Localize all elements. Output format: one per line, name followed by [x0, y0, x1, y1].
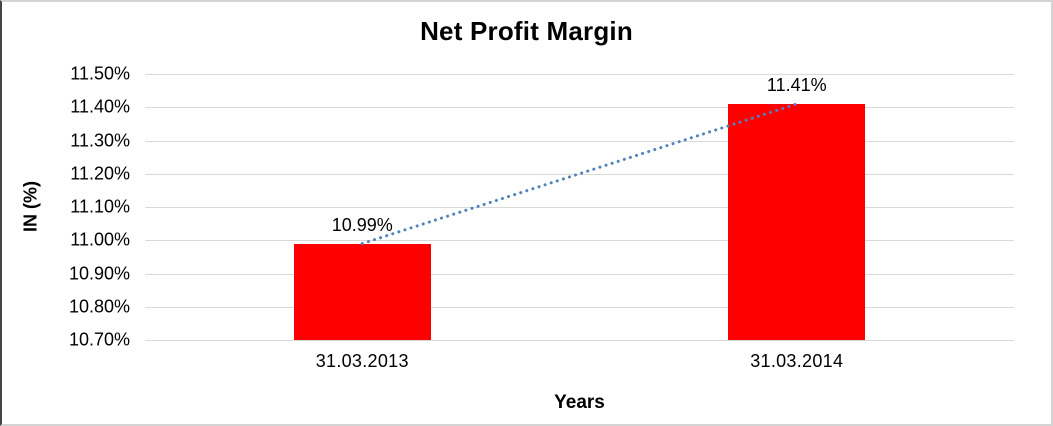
x-axis-tick-label: 31.03.2013 [315, 351, 409, 371]
y-axis-tick-label: 11.50% [70, 63, 130, 84]
data-label: 10.99% [331, 214, 393, 235]
gridline [145, 207, 1014, 208]
y-axis-tick-label: 11.00% [70, 229, 130, 250]
plot-area: 10.99% 11.41% [145, 74, 1014, 341]
gridline [145, 173, 1014, 175]
gridline [145, 340, 1014, 341]
y-axis-tick-label: 10.80% [68, 296, 130, 317]
x-axis-title: Years [554, 392, 605, 413]
trendline [360, 102, 799, 246]
y-axis-tick-label: 11.20% [70, 163, 130, 184]
bar-31.03.2013 [293, 243, 431, 340]
gridline [145, 273, 1014, 275]
y-axis-tick-label: 10.70% [68, 329, 130, 350]
chart-title: Net Profit Margin [420, 16, 633, 46]
gridline [145, 240, 1014, 242]
y-axis-tick-label: 10.90% [68, 263, 130, 283]
gridline [145, 306, 1014, 308]
gridline [145, 74, 1014, 75]
bar-31.03.2014 [728, 103, 866, 340]
gridline [145, 140, 1014, 142]
x-axis-tick-labels: 31.03.2013 31.03.2014 [145, 351, 1014, 375]
data-label: 11.41% [766, 74, 827, 95]
x-axis-tick-label: 31.03.2014 [750, 351, 844, 371]
gridline [145, 107, 1014, 109]
y-axis-tick-labels: 10.70% 10.80% 10.90% 11.00% 11.10% 11.20% 11.3… [2, 64, 132, 350]
y-axis-tick-label: 11.10% [70, 196, 130, 217]
y-axis-tick-label: 11.30% [70, 130, 130, 150]
y-axis-tick-label: 11.40% [70, 96, 130, 117]
